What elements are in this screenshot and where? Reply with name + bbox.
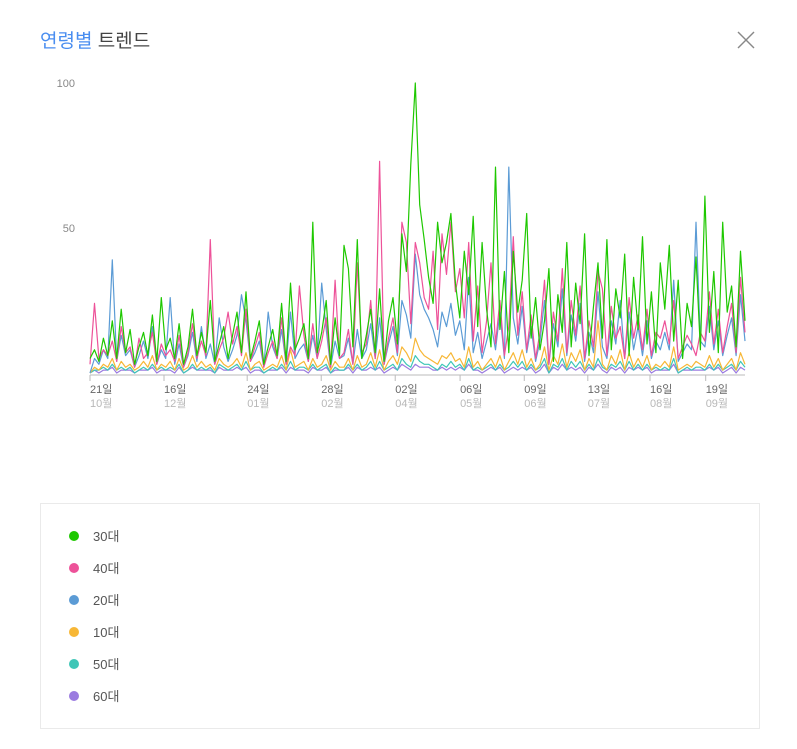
svg-text:06월: 06월 (524, 397, 546, 410)
svg-text:08월: 08월 (650, 397, 672, 410)
svg-text:21일: 21일 (90, 382, 112, 396)
svg-text:50: 50 (63, 223, 75, 235)
svg-text:13일: 13일 (588, 382, 610, 396)
svg-text:24일: 24일 (247, 382, 269, 396)
title-category: 연령별 (40, 31, 92, 52)
legend-dot (69, 627, 79, 637)
legend-item[interactable]: 50대 (69, 654, 731, 673)
close-button[interactable] (735, 29, 757, 51)
legend-label: 50대 (93, 654, 119, 673)
svg-text:02월: 02월 (321, 397, 343, 410)
svg-text:09월: 09월 (706, 397, 728, 410)
svg-text:10월: 10월 (90, 397, 112, 410)
chart-svg: 5010021일10월16일12월24일01월28일02월02일04월06일05… (35, 73, 755, 423)
svg-text:100: 100 (57, 78, 75, 90)
svg-text:12월: 12월 (164, 397, 186, 410)
legend-item[interactable]: 10대 (69, 622, 731, 641)
legend-item[interactable]: 30대 (69, 526, 731, 545)
legend-label: 30대 (93, 526, 119, 545)
svg-text:19일: 19일 (706, 382, 728, 396)
legend-dot (69, 595, 79, 605)
svg-text:16일: 16일 (164, 382, 186, 396)
legend-label: 10대 (93, 622, 119, 641)
legend-label: 20대 (93, 590, 119, 609)
series-line (90, 356, 745, 373)
legend: 30대 40대 20대 10대 50대 60대 (40, 503, 760, 729)
legend-item[interactable]: 20대 (69, 590, 731, 609)
svg-text:04월: 04월 (395, 397, 417, 410)
title-sub: 트렌드 (98, 31, 150, 52)
svg-text:28일: 28일 (321, 382, 343, 396)
close-icon (736, 30, 756, 50)
legend-item[interactable]: 60대 (69, 686, 731, 705)
legend-label: 60대 (93, 686, 119, 705)
svg-text:09일: 09일 (524, 382, 546, 396)
svg-text:07월: 07월 (588, 397, 610, 410)
svg-text:06일: 06일 (460, 382, 482, 396)
title: 연령별 트렌드 (40, 26, 150, 53)
svg-text:16일: 16일 (650, 382, 672, 396)
legend-dot (69, 531, 79, 541)
legend-dot (69, 691, 79, 701)
svg-text:02일: 02일 (395, 382, 417, 396)
legend-item[interactable]: 40대 (69, 558, 731, 577)
trend-chart: 5010021일10월16일12월24일01월28일02월02일04월06일05… (35, 73, 755, 423)
header: 연령별 트렌드 (40, 26, 757, 53)
svg-text:05월: 05월 (460, 397, 482, 410)
legend-label: 40대 (93, 558, 119, 577)
modal-panel: 연령별 트렌드 5010021일10월16일12월24일01월28일02월02일… (0, 0, 797, 749)
legend-dot (69, 563, 79, 573)
legend-dot (69, 659, 79, 669)
svg-text:01월: 01월 (247, 397, 269, 410)
